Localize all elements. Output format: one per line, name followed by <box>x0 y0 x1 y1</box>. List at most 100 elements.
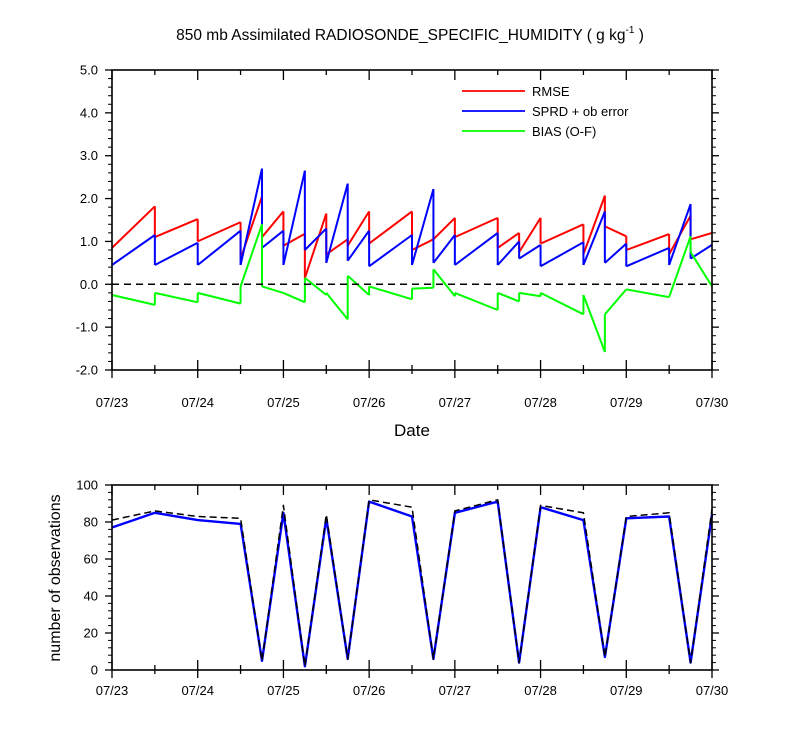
y-tick-label: 4.0 <box>80 105 98 120</box>
x-tick-label: 07/28 <box>524 683 557 698</box>
series-bias-segment <box>304 277 327 296</box>
series-rmse-segment <box>368 210 413 245</box>
series-bias-segment <box>154 291 198 304</box>
series-rmse-segment <box>604 225 627 238</box>
y-tick-label: 2.0 <box>80 191 98 206</box>
x-tick-label: 07/29 <box>610 683 643 698</box>
series-sprd-segment <box>304 227 328 251</box>
x-tick-label: 07/23 <box>96 395 129 410</box>
series-rmse-segment <box>154 218 199 239</box>
series-bias-segment <box>518 291 541 298</box>
series-bias-segment <box>239 223 263 287</box>
series-sprd-segment <box>454 232 499 266</box>
legend-label-bias: BIAS (O-F) <box>532 124 596 139</box>
top-x-tick-labels: 07/23 07/24 07/25 07/26 07/27 07/28 07/29 07/30 <box>96 395 729 410</box>
series-sprd-segment <box>346 230 370 262</box>
series-rmse-segment <box>625 233 670 251</box>
series-rmse-segment <box>454 216 499 239</box>
y-tick-label: 60 <box>84 552 98 567</box>
chart-title: 850 mb Assimilated RADIOSONDE_SPECIFIC_H… <box>176 25 644 44</box>
series-sprd-segment <box>368 234 413 268</box>
x-axis-label: Date <box>394 421 430 440</box>
series-bias-segment <box>689 251 713 287</box>
x-tick-label: 07/24 <box>181 683 214 698</box>
top-chart: -2.0-1.00.01.02.03.04.05.0 07/23 07/24 07/… <box>76 63 729 441</box>
x-tick-label: 07/27 <box>439 395 472 410</box>
legend-item-sprd: SPRD + ob error <box>462 104 629 119</box>
y-tick-label: -2.0 <box>76 363 98 378</box>
y-tick-label: 80 <box>84 515 98 530</box>
x-tick-label: 07/26 <box>353 395 386 410</box>
series-sprd-segment <box>325 183 349 264</box>
x-tick-label: 07/29 <box>610 395 643 410</box>
series-rmse-segment <box>303 213 328 279</box>
series-bias-segment <box>432 268 456 297</box>
series-bias-segment <box>368 285 413 301</box>
x-tick-label: 07/25 <box>267 395 300 410</box>
x-tick-label: 07/30 <box>696 395 729 410</box>
series-rmse-segment <box>261 210 285 238</box>
series-bias-segment <box>582 294 606 353</box>
series-sprd-segment <box>668 203 692 266</box>
x-tick-label: 07/26 <box>353 683 386 698</box>
series-bias-segment <box>668 235 692 298</box>
legend-label-rmse: RMSE <box>532 84 570 99</box>
series-sprd-segment <box>518 244 542 260</box>
series-rmse-segment <box>497 232 520 249</box>
y-tick-label: 20 <box>84 626 98 641</box>
series-sprd-segment <box>625 246 670 268</box>
legend-item-bias: BIAS (O-F) <box>462 124 596 139</box>
series-sprd-segment <box>582 211 606 266</box>
series-rmse-segment <box>690 231 713 241</box>
series-bias-segment <box>282 291 306 304</box>
series-rmse-segment <box>518 217 542 253</box>
series-sprd-segment <box>239 168 263 266</box>
series-bias-segment <box>411 286 434 290</box>
x-tick-label: 07/28 <box>524 395 557 410</box>
legend-item-rmse: RMSE <box>462 84 570 99</box>
y-tick-label: 3.0 <box>80 148 98 163</box>
series-rmse-segment <box>111 205 156 249</box>
series-bias-segment <box>497 291 520 303</box>
bottom-y-tick-labels: 0 20 40 60 80 100 <box>76 478 98 678</box>
bottom-x-tick-labels: 07/23 07/24 07/25 07/26 07/27 07/28 07/29 07/30 <box>96 683 729 698</box>
legend-label-sprd: SPRD + ob error <box>532 104 629 119</box>
legend: RMSE SPRD + ob error BIAS (O-F) <box>462 84 629 139</box>
series-bias-segment <box>540 292 584 316</box>
x-tick-label: 07/24 <box>181 395 214 410</box>
series-sprd-segment <box>197 229 242 266</box>
series-rmse-segment <box>282 232 306 247</box>
series-sprd-segment <box>154 241 199 266</box>
x-tick-label: 07/30 <box>696 683 729 698</box>
series-sprd-segment <box>261 229 285 249</box>
series-bias-segment <box>111 294 156 306</box>
series-sprd-segment <box>496 240 520 266</box>
series-rmse-segment <box>197 221 242 243</box>
series-bias-segment <box>325 292 349 321</box>
series-obs-used <box>111 500 714 668</box>
top-ticks <box>105 69 719 378</box>
series-sprd-segment <box>282 170 306 266</box>
series-sprd-segment <box>432 234 456 264</box>
y-tick-label: 1.0 <box>80 234 98 249</box>
top-y-tick-labels: -2.0 -1.0 0.0 1.0 2.0 3.0 4.0 5.0 <box>76 63 98 378</box>
series-bias-segment <box>347 274 370 296</box>
y-tick-label: 0.0 <box>80 277 98 292</box>
bottom-plot-frame <box>111 484 713 671</box>
series-rmse-segment <box>411 238 434 251</box>
title-superscript: -1 <box>625 25 634 36</box>
top-plot-frame <box>111 69 713 371</box>
x-tick-label: 07/23 <box>96 683 129 698</box>
series-bias-segment <box>604 288 628 315</box>
top-series-group <box>111 168 713 353</box>
series-sprd-segment <box>411 188 435 266</box>
series-sprd-segment <box>604 242 627 264</box>
x-tick-label: 07/25 <box>267 683 300 698</box>
series-sprd-segment <box>540 241 584 268</box>
series-rmse-segment <box>540 223 584 245</box>
series-bias-segment <box>454 291 499 311</box>
series-rmse-segment <box>432 217 456 241</box>
y-tick-label: 100 <box>76 478 98 493</box>
series-rmse-segment <box>346 210 370 247</box>
series-rmse-segment <box>582 195 606 255</box>
